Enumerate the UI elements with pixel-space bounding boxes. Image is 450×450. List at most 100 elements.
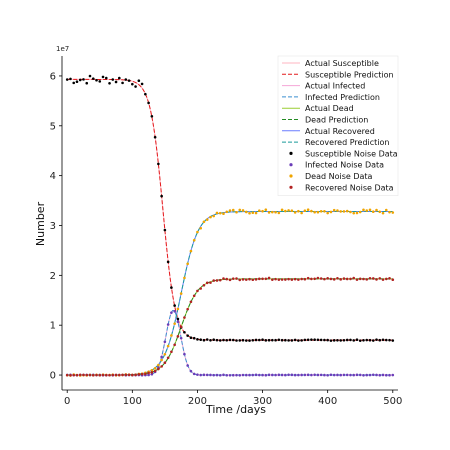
legend-label: Recovered Prediction	[305, 138, 389, 147]
data-point	[235, 339, 238, 342]
data-point	[160, 194, 163, 198]
data-point	[118, 373, 121, 377]
data-point	[352, 373, 356, 377]
data-point	[349, 373, 352, 377]
data-point	[384, 373, 388, 377]
data-point	[261, 373, 264, 377]
data-point	[358, 339, 362, 342]
data-point	[179, 336, 183, 340]
data-point	[332, 208, 336, 212]
data-point	[293, 338, 297, 342]
data-point	[131, 373, 134, 377]
data-point	[124, 373, 128, 377]
data-point	[274, 373, 277, 377]
data-point	[111, 78, 115, 81]
data-point	[326, 338, 329, 342]
x-tick-label: 500	[383, 396, 402, 407]
data-point	[339, 210, 343, 213]
data-point	[134, 373, 137, 377]
data-point	[365, 338, 369, 342]
data-point	[222, 373, 225, 377]
data-point	[248, 277, 251, 281]
y-tick-label: 0	[50, 371, 56, 382]
data-point	[65, 78, 69, 81]
data-point	[153, 135, 157, 139]
data-point	[319, 277, 323, 280]
data-point	[378, 277, 382, 280]
data-point	[336, 373, 339, 377]
data-point	[362, 338, 365, 342]
data-point	[163, 352, 167, 356]
data-point	[202, 373, 206, 377]
data-point	[349, 338, 352, 342]
data-point	[173, 309, 176, 313]
data-point	[248, 373, 251, 377]
data-point	[248, 211, 251, 215]
data-point	[176, 307, 180, 311]
data-point	[329, 373, 333, 377]
data-point	[251, 211, 255, 215]
data-point	[371, 277, 375, 280]
data-point	[160, 358, 163, 362]
data-point	[192, 336, 196, 340]
data-point	[144, 92, 147, 96]
y-tick-label: 4	[50, 171, 56, 182]
data-point	[212, 373, 216, 377]
data-point	[95, 78, 98, 82]
data-point	[241, 338, 245, 342]
data-point	[196, 338, 199, 341]
data-point	[271, 278, 274, 281]
y-axis-label: Number	[34, 201, 47, 246]
data-point	[225, 338, 229, 342]
y-tick-label: 1	[50, 321, 56, 332]
data-point	[189, 336, 193, 340]
data-point	[310, 338, 313, 341]
data-point	[258, 373, 261, 377]
data-point	[244, 373, 248, 377]
data-point	[381, 373, 385, 377]
data-point	[287, 209, 290, 212]
data-point	[300, 339, 303, 342]
data-point	[215, 373, 219, 377]
data-point	[303, 277, 307, 281]
data-point	[277, 278, 281, 281]
data-point	[235, 210, 238, 214]
data-point	[303, 338, 307, 342]
data-point	[326, 211, 329, 215]
data-point	[218, 278, 222, 282]
data-point	[150, 114, 154, 118]
data-point	[258, 277, 261, 281]
data-point	[261, 209, 264, 213]
data-point	[166, 323, 170, 326]
data-point	[75, 80, 79, 84]
data-point	[284, 278, 287, 281]
data-point	[345, 338, 349, 342]
data-point	[209, 338, 212, 342]
data-point	[287, 373, 290, 377]
data-point	[345, 373, 349, 377]
data-point	[384, 277, 388, 281]
data-point	[378, 373, 382, 377]
data-point	[157, 367, 160, 371]
data-point	[365, 209, 369, 212]
data-point	[319, 338, 323, 342]
data-point	[170, 350, 173, 354]
data-point	[332, 339, 336, 342]
series-line	[67, 309, 393, 376]
data-point	[238, 373, 242, 377]
data-point	[238, 208, 242, 212]
data-point	[222, 212, 225, 216]
data-point	[140, 372, 144, 376]
data-point	[202, 220, 206, 224]
data-point	[352, 211, 356, 215]
data-point	[297, 339, 300, 342]
data-point	[101, 373, 105, 377]
legend-label: Recovered Noise Data	[305, 183, 394, 192]
data-point	[339, 373, 343, 377]
legend-swatch	[289, 174, 293, 178]
data-point	[277, 373, 281, 377]
data-point	[176, 335, 180, 338]
data-point	[166, 344, 170, 348]
legend-swatch	[289, 163, 293, 167]
data-point	[258, 338, 261, 342]
